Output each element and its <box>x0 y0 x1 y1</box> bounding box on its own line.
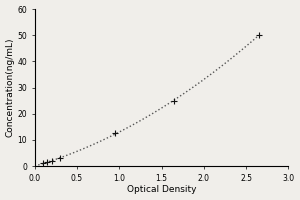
Point <box>112 132 117 135</box>
X-axis label: Optical Density: Optical Density <box>127 185 196 194</box>
Y-axis label: Concentration(ng/mL): Concentration(ng/mL) <box>6 38 15 137</box>
Point <box>172 99 177 102</box>
Point <box>256 34 261 37</box>
Point <box>58 157 62 160</box>
Point <box>49 159 54 162</box>
Point <box>41 162 46 165</box>
Point <box>45 161 50 164</box>
